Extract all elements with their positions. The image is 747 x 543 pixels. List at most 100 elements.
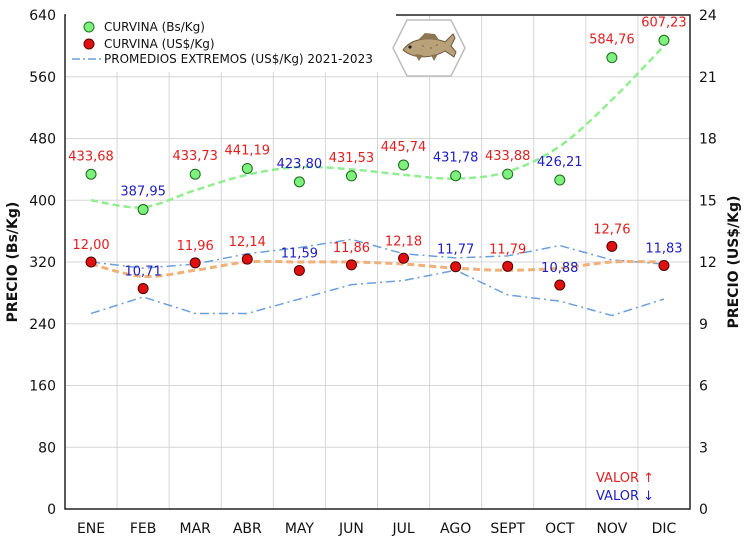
valor-down-note: VALOR ↓ <box>596 489 654 504</box>
point-usd <box>85 256 97 268</box>
label-usd: 11,79 <box>489 242 526 257</box>
right-tick-label: 15 <box>699 193 717 209</box>
point-bs <box>658 34 670 46</box>
extremes-lower-line <box>90 269 665 317</box>
point-bs <box>502 168 514 180</box>
x-tick-label: SEPT <box>490 521 525 537</box>
x-tick-label: ENE <box>77 521 105 537</box>
point-bs <box>85 168 97 180</box>
legend-label-usd: CURVINA (US$/Kg) <box>104 37 215 51</box>
x-tick-label: FEB <box>130 521 157 537</box>
right-tick-label: 6 <box>699 379 708 395</box>
label-usd: 11,96 <box>177 239 214 254</box>
label-bs: 426,21 <box>537 155 583 170</box>
left-tick-label: 240 <box>29 317 56 333</box>
label-bs: 431,78 <box>433 151 479 166</box>
left-axis-title: PRECIO (Bs/Kg) <box>5 202 21 323</box>
point-usd <box>502 260 514 272</box>
label-bs: 387,95 <box>120 185 166 200</box>
point-usd <box>606 240 618 252</box>
label-bs: 431,53 <box>329 151 375 166</box>
left-tick-label: 400 <box>29 193 56 209</box>
trend-lines <box>90 45 665 279</box>
point-usd <box>345 259 357 271</box>
label-usd: 12,76 <box>593 222 630 237</box>
x-tick-label: JUN <box>338 521 364 537</box>
x-tick-label: OCT <box>545 521 575 537</box>
point-bs <box>398 159 410 171</box>
left-tick-label: 480 <box>29 132 56 148</box>
point-bs <box>450 170 462 182</box>
point-usd <box>241 253 253 265</box>
label-usd: 12,18 <box>385 234 422 249</box>
label-usd: 12,00 <box>72 238 109 253</box>
x-tick-label: MAR <box>180 521 212 537</box>
point-bs <box>189 168 201 180</box>
legend-label-bs: CURVINA (Bs/Kg) <box>104 20 205 34</box>
trend-bs-line <box>90 45 665 209</box>
label-bs: 441,19 <box>225 143 271 158</box>
label-bs: 433,68 <box>68 149 114 164</box>
legend-marker-usd <box>83 38 95 50</box>
x-tick-label: ABR <box>233 521 262 537</box>
point-bs <box>241 162 253 174</box>
point-bs <box>293 176 305 188</box>
x-tick-label: AGO <box>440 521 471 537</box>
label-bs: 433,88 <box>485 149 531 164</box>
label-usd: 11,59 <box>281 246 318 261</box>
point-usd <box>658 259 670 271</box>
left-tick-label: 0 <box>47 502 56 518</box>
right-tick-label: 24 <box>699 8 717 24</box>
point-usd <box>189 257 201 269</box>
right-tick-label: 3 <box>699 440 708 456</box>
data-points <box>85 34 670 295</box>
label-usd: 11,83 <box>645 241 682 256</box>
extremes-lines <box>90 238 665 317</box>
label-bs: 584,76 <box>589 33 635 48</box>
label-usd: 11,77 <box>437 243 474 258</box>
point-usd <box>554 279 566 291</box>
left-tick-label: 80 <box>38 440 56 456</box>
legend: CURVINA (Bs/Kg) CURVINA (US$/Kg) PROMEDI… <box>66 14 396 72</box>
label-bs: 445,74 <box>381 140 427 155</box>
right-tick-label: 9 <box>699 317 708 333</box>
left-tick-label: 320 <box>29 255 56 271</box>
point-usd <box>293 264 305 276</box>
legend-marker-bs <box>83 21 95 33</box>
point-bs <box>137 204 149 216</box>
trend-usd-line <box>90 259 664 279</box>
point-usd <box>137 283 149 295</box>
right-tick-label: 12 <box>699 255 717 271</box>
point-bs <box>345 170 357 182</box>
right-tick-label: 21 <box>699 70 717 86</box>
right-axis-title: PRECIO (US$/Kg) <box>726 196 742 329</box>
x-tick-label: DIC <box>652 521 677 537</box>
data-labels: 433,68 387,95 433,73 441,19 423,80 431,53 445,… <box>68 15 686 279</box>
left-tick-label: 560 <box>29 70 56 86</box>
valor-up-note: VALOR ↑ <box>596 471 654 486</box>
label-usd: 10,71 <box>125 265 162 280</box>
x-tick-label: JUL <box>391 521 414 537</box>
label-usd: 10,88 <box>541 261 578 276</box>
label-bs: 423,80 <box>277 157 323 172</box>
fish-icon <box>392 19 466 77</box>
x-tick-label: NOV <box>596 521 627 537</box>
point-usd <box>450 261 462 273</box>
label-usd: 11,86 <box>333 241 370 256</box>
label-bs: 607,23 <box>641 15 687 30</box>
x-tick-label: MAY <box>285 521 315 537</box>
point-bs <box>554 174 566 186</box>
point-bs <box>606 52 618 64</box>
left-tick-label: 640 <box>29 8 56 24</box>
label-usd: 12,14 <box>229 235 266 250</box>
point-usd <box>398 252 410 264</box>
right-tick-label: 18 <box>699 132 717 148</box>
right-tick-label: 0 <box>699 502 708 518</box>
legend-box <box>66 14 396 72</box>
left-tick-label: 160 <box>29 379 56 395</box>
extremes-upper-line <box>90 238 665 269</box>
axes: 0 80 160 240 320 400 480 560 640 0 3 6 9 12 15 18 21 24 EN… <box>29 8 717 537</box>
label-bs: 433,73 <box>172 149 218 164</box>
legend-label-extremes: PROMEDIOS EXTREMOS (US$/Kg) 2021-2023 <box>104 52 373 66</box>
